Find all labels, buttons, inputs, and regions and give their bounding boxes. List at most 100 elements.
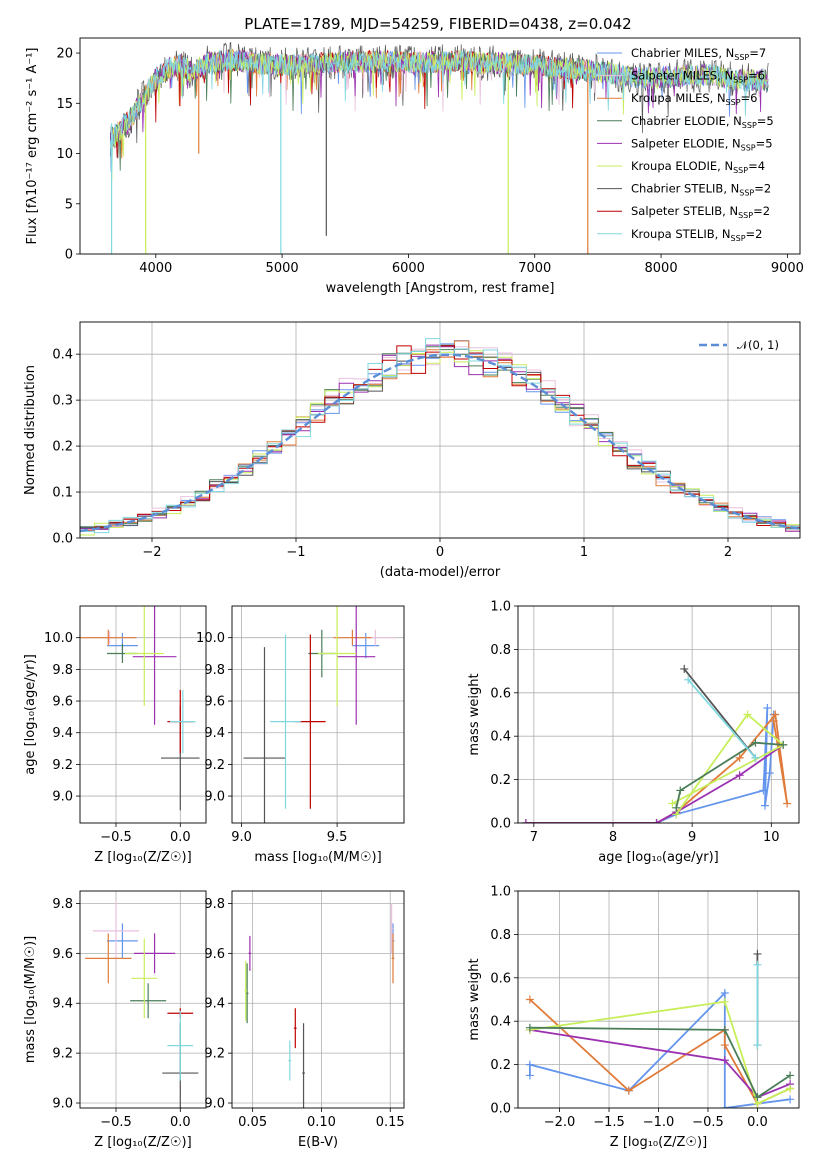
x-tick-label: −0.5 — [100, 1115, 132, 1130]
x-tick-label: −0.5 — [100, 830, 132, 845]
x-tick-label: 9.0 — [231, 830, 252, 845]
weight-line — [525, 707, 775, 823]
age_vs_mass-panel: 9.0 9.5 9.0 9.2 9.4 9.6 9.8 10.0 mass [log₁₀(M/M… — [196, 605, 405, 865]
x-tick-label: 0.05 — [238, 1115, 267, 1130]
x-tick-label: 0.0 — [170, 1115, 191, 1130]
age_vs_Z-panel: −0.5 0.0 9.0 9.2 9.4 9.6 9.8 10.0 Z [log₁₀(Z/Z☉)… — [23, 605, 207, 865]
x-tick-label: 7 — [530, 830, 538, 845]
y-tick-label: 10 — [56, 147, 73, 162]
y-tick-label: 0.1 — [52, 486, 73, 501]
weight-marker — [779, 740, 788, 749]
weight-marker — [720, 1025, 729, 1034]
weight-marker — [786, 1095, 795, 1104]
x-tick-label: 0.0 — [747, 1115, 768, 1130]
x-tick-label: 0 — [436, 545, 444, 560]
y-tick-label: 9.2 — [52, 1047, 73, 1062]
x-tick-label: 5000 — [266, 261, 299, 276]
y-tick-label: 1.0 — [490, 600, 511, 615]
x-tick-label: 8 — [609, 830, 617, 845]
x-tick-label: 8000 — [645, 261, 678, 276]
y-tick-label: 0.2 — [52, 440, 73, 455]
y-tick-label: 0.3 — [52, 394, 73, 409]
weight-marker — [751, 738, 760, 747]
weight-marker — [624, 1086, 633, 1095]
x-tick-label: 2 — [724, 545, 732, 560]
x-tick-label: 9000 — [771, 261, 804, 276]
spectrum-line — [109, 49, 769, 172]
y-axis-label: Normed distribution — [23, 365, 38, 495]
mass_vs_Z-panel: −0.5 0.0 9.0 9.2 9.4 9.6 9.8 Z [log₁₀(Z/Z☉)] mas… — [23, 890, 207, 1150]
weight-marker — [751, 753, 760, 762]
y-tick-label: 10.0 — [44, 631, 73, 646]
legend-entry: Salpeter MILES, NSSP=6 — [631, 69, 765, 85]
weight-marker — [753, 949, 762, 958]
x-tick-label: 6000 — [392, 261, 425, 276]
y-axis-label: mass [log₁₀(M/M☉)] — [23, 936, 38, 1063]
x-axis-label: Z [log₁₀(Z/Z☉)] — [94, 1135, 191, 1150]
weight-marker — [771, 710, 780, 719]
x-tick-label: 0.10 — [307, 1115, 336, 1130]
legend-entry: Chabrier STELIB, NSSP=2 — [631, 182, 771, 198]
y-tick-label: 0.0 — [52, 532, 73, 547]
weight-marker — [720, 1104, 729, 1108]
x-tick-label: −1.0 — [643, 1115, 675, 1130]
weight_vs_Z-panel: −2.0 −1.5 −1.0 −0.5 0.0 0.0 0.2 0.4 0.6 0.8 1.0 Z [… — [467, 885, 800, 1150]
mass_vs_EBV-plot-area — [244, 903, 395, 1108]
y-axis-label: mass weight — [467, 673, 482, 755]
weight-line — [529, 1026, 791, 1099]
x-tick-label: −2 — [142, 545, 161, 560]
weight-marker — [760, 801, 769, 810]
legend-entry: Salpeter ELODIE, NSSP=5 — [631, 136, 773, 152]
spectrum-panel: 4000 5000 6000 7000 8000 9000 0 5 10 15 20 waveleng… — [25, 37, 804, 296]
weight-marker — [652, 819, 661, 823]
mass_vs_Z-plot-area — [85, 900, 199, 1108]
weight-marker — [753, 960, 762, 969]
y-tick-label: 9.4 — [52, 726, 73, 741]
y-tick-label: 9.2 — [52, 758, 73, 773]
x-tick-label: 0.0 — [170, 830, 191, 845]
mass_vs_EBV-frame — [231, 890, 405, 1109]
y-tick-label: 5 — [65, 197, 73, 212]
weight-marker — [525, 1060, 534, 1069]
y-tick-label: 9.0 — [52, 1097, 73, 1112]
weight-line — [687, 679, 757, 759]
spectrum-legend: Chabrier MILES, NSSP=7 Salpeter MILES, NS… — [597, 46, 774, 243]
weight-marker — [525, 1071, 534, 1080]
y-axis-label: age [log₁₀(age/yr)] — [23, 654, 38, 775]
y-tick-label: 0.4 — [490, 1015, 511, 1030]
y-tick-label: 9.0 — [204, 1097, 225, 1112]
x-tick-label: 9.5 — [327, 830, 348, 845]
legend-entry: Salpeter STELIB, NSSP=2 — [631, 204, 770, 220]
x-tick-label: 1 — [580, 545, 588, 560]
weight-marker — [753, 1093, 762, 1102]
weight-marker — [668, 799, 677, 808]
residuals-panel: −2 −1 0 1 2 0.0 0.1 0.2 0.3 0.4 (data-model)/error… — [23, 321, 801, 580]
x-tick-label: 7000 — [518, 261, 551, 276]
age_vs_Z-frame — [79, 605, 207, 824]
y-tick-label: 9.8 — [52, 663, 73, 678]
weight-marker — [769, 717, 778, 726]
y-tick-label: 9.8 — [204, 897, 225, 912]
y-tick-label: 9.8 — [204, 663, 225, 678]
weight-marker — [783, 799, 792, 808]
y-tick-label: 9.0 — [204, 790, 225, 805]
x-axis-label: age [log₁₀(age/yr)] — [598, 850, 719, 865]
y-tick-label: 9.8 — [52, 897, 73, 912]
y-tick-label: 9.6 — [204, 947, 225, 962]
x-axis-label: mass [log₁₀(M/M☉)] — [254, 850, 381, 865]
y-tick-label: 0.6 — [490, 971, 511, 986]
residuals-plot-area — [80, 338, 800, 536]
y-tick-label: 9.0 — [52, 790, 73, 805]
age_vs_Z-plot-area — [80, 606, 200, 811]
weight-line — [529, 1029, 791, 1099]
y-tick-label: 9.4 — [52, 997, 73, 1012]
legend-entry: Kroupa ELODIE, NSSP=4 — [631, 159, 765, 175]
x-tick-label: −1 — [286, 545, 305, 560]
residual-histogram — [80, 338, 800, 534]
weight_vs_Z-plot-area — [525, 949, 795, 1108]
y-tick-label: 0.0 — [490, 1102, 511, 1117]
legend-gaussian-label: 𝒩(0, 1) — [737, 338, 779, 352]
y-tick-label: 0.4 — [490, 730, 511, 745]
y-tick-label: 0.8 — [490, 643, 511, 658]
weight-line — [675, 741, 784, 809]
